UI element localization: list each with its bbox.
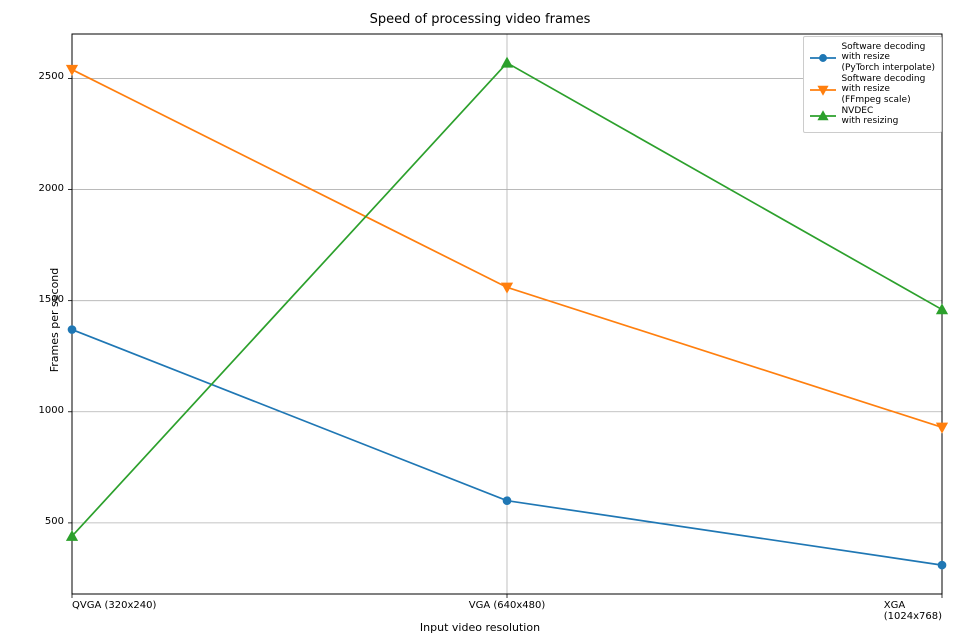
y-tick-label: 2500	[14, 71, 64, 82]
legend-item: NVDEC with resizing	[810, 106, 935, 127]
x-tick-label: QVGA (320x240)	[72, 600, 156, 611]
legend-label: Software decoding with resize (FFmpeg sc…	[841, 74, 925, 105]
y-tick-label: 1500	[14, 294, 64, 305]
x-tick-label: VGA (640x480)	[469, 600, 546, 611]
legend-label: NVDEC with resizing	[841, 106, 898, 127]
y-tick-label: 500	[14, 516, 64, 527]
legend-item: Software decoding with resize (FFmpeg sc…	[810, 74, 935, 105]
y-tick-label: 1000	[14, 405, 64, 416]
legend: Software decoding with resize (PyTorch i…	[803, 36, 942, 133]
x-tick-label: XGA (1024x768)	[884, 600, 942, 622]
legend-item: Software decoding with resize (PyTorch i…	[810, 42, 935, 73]
y-tick-label: 2000	[14, 183, 64, 194]
legend-label: Software decoding with resize (PyTorch i…	[841, 42, 935, 73]
line-chart: Speed of processing video frames Frames …	[0, 0, 960, 640]
